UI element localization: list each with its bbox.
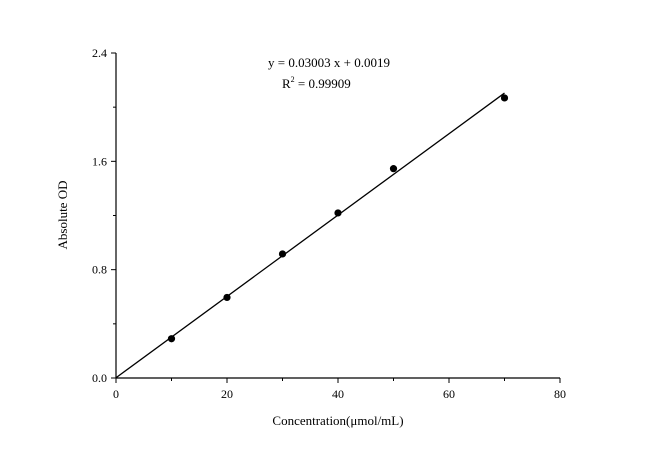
y-tick-label: 1.6 bbox=[92, 154, 107, 168]
y-tick-label: 0.0 bbox=[92, 371, 107, 385]
r-squared-annotation: R2 = 0.99909 bbox=[282, 75, 351, 91]
data-points bbox=[167, 94, 509, 343]
data-point bbox=[334, 209, 342, 217]
x-tick-label: 80 bbox=[554, 387, 566, 401]
y-tick-label: 0.8 bbox=[92, 263, 107, 277]
r2-value: = 0.99909 bbox=[295, 76, 351, 91]
equation-annotation: y = 0.03003 x + 0.0019 bbox=[268, 55, 390, 70]
x-axis-label: Concentration(μmol/mL) bbox=[272, 413, 403, 428]
data-point bbox=[389, 165, 398, 173]
data-point bbox=[278, 250, 287, 258]
r2-label: R bbox=[282, 76, 291, 91]
data-point bbox=[500, 94, 509, 102]
x-tick-label: 40 bbox=[332, 387, 344, 401]
fit-line bbox=[115, 92, 505, 379]
ticks: 0 20 40 60 80 0.0 0.8 1.6 2.4 bbox=[92, 46, 566, 401]
x-tick-label: 20 bbox=[221, 387, 233, 401]
x-tick-label: 0 bbox=[113, 387, 119, 401]
data-point bbox=[223, 293, 231, 302]
y-axis-label: Absolute OD bbox=[55, 181, 70, 250]
x-tick-label: 60 bbox=[443, 387, 455, 401]
y-tick-label: 2.4 bbox=[92, 46, 107, 60]
r2-superscript: 2 bbox=[291, 75, 295, 84]
fit-line-group bbox=[115, 92, 505, 379]
data-point bbox=[167, 335, 176, 343]
